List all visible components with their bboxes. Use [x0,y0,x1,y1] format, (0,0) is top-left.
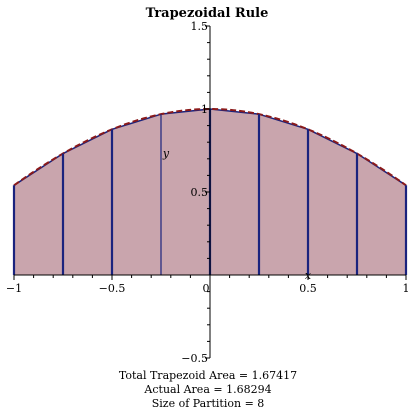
x-tick-label: −0.5 [99,282,126,295]
y-tick-label: 1 [201,103,208,116]
y-tick-label: −0.5 [181,352,208,365]
x-tick-label: −1 [6,282,22,295]
axes [13,25,407,359]
y-tick-label: 0.5 [191,186,209,199]
function-curve [13,107,407,187]
chart-title: Trapezoidal Rule [146,6,269,21]
total-trapezoid-area: Total Trapezoid Area = 1.67417 [119,369,297,382]
y-tick-label: 1.5 [191,20,209,33]
partition-size: Size of Partition = 8 [152,397,265,410]
y-axis-label: y [162,147,170,160]
tick-labels: −1 −0.5 0 0.5 1 −0.5 0.5 1 1.5 [6,20,410,365]
x-tick-label: 0 [203,282,210,295]
actual-area: Actual Area = 1.68294 [143,383,271,396]
curve-layer [13,107,407,187]
x-tick-label: 1 [403,282,410,295]
x-axis-label: x [305,269,312,282]
x-tick-label: 0.5 [299,282,317,295]
